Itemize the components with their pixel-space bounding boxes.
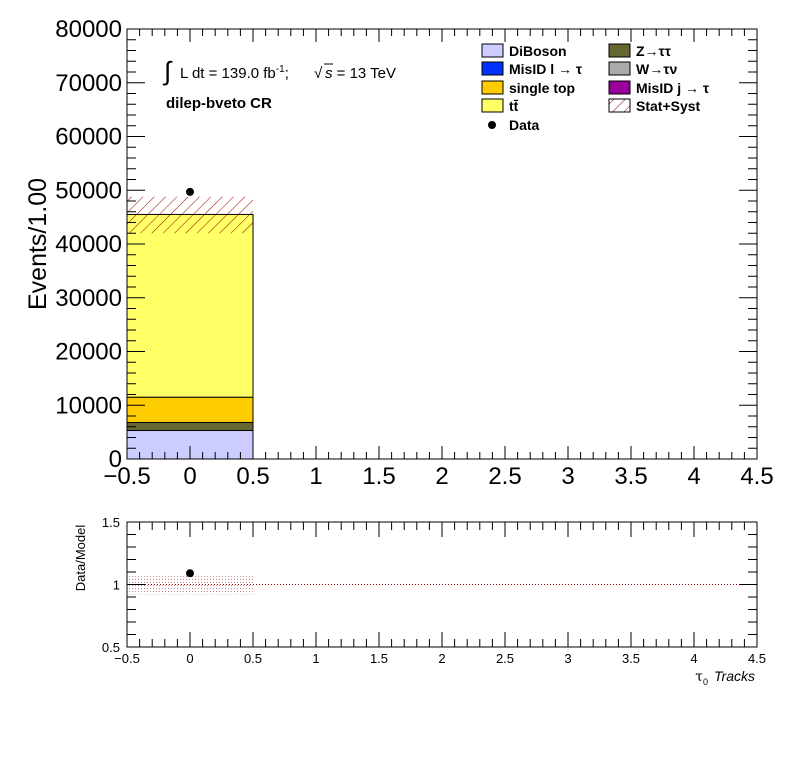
stacked-bars-layer <box>126 213 254 460</box>
y-tick-label: 60000 <box>55 124 122 151</box>
legend-swatch <box>481 80 504 95</box>
energy-label: s = 13 TeV <box>325 65 396 82</box>
lumi-annotation: ∫ L dt = 139.0 fb-1; √ s = 13 TeV dilep-… <box>162 56 396 112</box>
ratio-x-tick-label: 0.5 <box>244 651 262 666</box>
legend-swatch <box>481 98 504 113</box>
integral-symbol: ∫ <box>162 56 173 86</box>
stat-syst-band-layer <box>127 196 253 234</box>
lumi-label: L dt = 139.0 fb-1; <box>180 64 289 82</box>
ratio-panel: −0.5 0 0.5 1 1.5 2 2.5 3 3.5 4 4.5 0.5 1 1.5 Data/Mo… <box>73 515 766 687</box>
x-tick-label: 0 <box>183 463 196 490</box>
legend-label: DiBoson <box>509 43 567 59</box>
legend-label: MisID j → τ <box>636 80 710 96</box>
ratio-x-tick-label: 3.5 <box>622 651 640 666</box>
x-tick-label: −0.5 <box>103 463 150 490</box>
ratio-y-axis-title: Data/Model <box>73 525 88 592</box>
region-label: dilep-bveto CR <box>166 95 272 112</box>
x-tick-label: 0.5 <box>236 463 269 490</box>
ratio-x-tick-label: 1 <box>312 651 319 666</box>
ratio-x-tick-label: 1.5 <box>370 651 388 666</box>
legend-swatch-hatch <box>608 98 631 113</box>
legend-label: MisID l → τ <box>509 61 583 77</box>
y-tick-label: 20000 <box>55 339 122 366</box>
ratio-y-tick-label: 1 <box>113 578 120 593</box>
legend-label: Data <box>509 117 540 133</box>
y-tick-label: 0 <box>109 446 122 473</box>
legend-swatch <box>608 61 631 76</box>
x-tick-label: 1 <box>309 463 322 490</box>
ratio-x-tick-label: 4 <box>690 651 697 666</box>
y-tick-label: 80000 <box>55 16 122 43</box>
stat-syst-band <box>127 196 253 234</box>
x-tick-label: 3 <box>561 463 574 490</box>
ratio-plot-frame <box>126 521 758 648</box>
ratio-x-tick-label: 2.5 <box>496 651 514 666</box>
x-tick-label: 4.5 <box>740 463 773 490</box>
legend: DiBoson Z→ττ MisID l → τ W→τν single top MisI… <box>481 43 710 133</box>
x-tick-label: 2.5 <box>488 463 521 490</box>
ratio-x-axis-title: τ0 Tracks <box>695 668 755 687</box>
y-tick-label: 40000 <box>55 231 122 258</box>
main-x-tick-labels: −0.5 0 0.5 1 1.5 2 2.5 3 3.5 4 4.5 <box>103 463 773 490</box>
legend-swatch <box>608 80 631 95</box>
ratio-x-tick-label: 4.5 <box>748 651 766 666</box>
x-tick-label: 4 <box>687 463 700 490</box>
ratio-x-tick-label: 3 <box>564 651 571 666</box>
bar-segment-z- <box>126 421 254 432</box>
bar-segment-tt- <box>126 213 254 398</box>
legend-swatch <box>608 43 631 58</box>
main-panel: −0.5 0 0.5 1 1.5 2 2.5 3 3.5 4 4.5 010000200003000… <box>24 16 774 490</box>
bar-segment-single-top <box>126 396 254 423</box>
ratio-y-tick-label: 1.5 <box>102 515 120 530</box>
legend-label: Stat+Syst <box>636 98 701 114</box>
main-ticks-layer <box>126 28 758 460</box>
data-points-layer <box>186 187 194 196</box>
ratio-x-tick-label: 2 <box>438 651 445 666</box>
x-tick-label: 3.5 <box>614 463 647 490</box>
ratio-y-tick-labels: 0.5 1 1.5 <box>102 515 120 655</box>
data-point <box>186 187 194 196</box>
energy-sqrt-symbol: √ <box>314 65 323 82</box>
y-tick-label: 30000 <box>55 285 122 312</box>
ratio-data-point <box>186 569 194 578</box>
legend-marker <box>488 121 496 129</box>
y-tick-label: 50000 <box>55 177 122 204</box>
legend-label: Z→ττ <box>636 43 672 59</box>
y-tick-label: 10000 <box>55 392 122 419</box>
ratio-points-layer <box>186 569 194 578</box>
legend-swatch <box>481 43 504 58</box>
ratio-x-tick-labels: −0.5 0 0.5 1 1.5 2 2.5 3 3.5 4 4.5 <box>114 651 766 666</box>
ratio-ticks-layer <box>126 521 758 648</box>
x-tick-label: 1.5 <box>362 463 395 490</box>
legend-label: W→τν <box>636 61 677 77</box>
main-plot-frame <box>126 28 758 460</box>
main-y-tick-labels: 0 10000 20000 30000 40000 50000 60000 70000 8000… <box>55 16 122 473</box>
legend-swatch <box>481 61 504 76</box>
ratio-band-layer <box>127 575 253 595</box>
y-tick-label: 70000 <box>55 70 122 97</box>
legend-label: single top <box>509 80 575 96</box>
ratio-y-tick-label: 0.5 <box>102 640 120 655</box>
x-tick-label: 2 <box>435 463 448 490</box>
ratio-uncertainty-band <box>127 575 253 595</box>
ratio-x-tick-label: 0 <box>186 651 193 666</box>
legend-label: tt̄ <box>509 98 519 114</box>
main-y-axis-title: Events/1.00 <box>24 178 52 310</box>
ratio-x-tick-label: −0.5 <box>114 651 140 666</box>
